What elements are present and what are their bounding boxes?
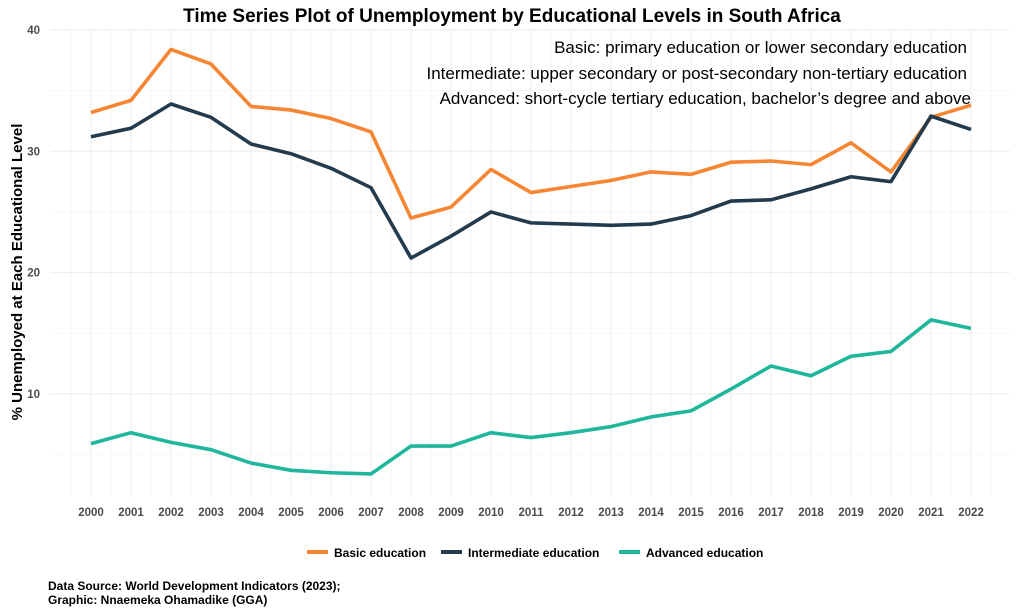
x-tick-label: 2007: [358, 507, 384, 519]
x-tick-label: 2000: [78, 507, 104, 519]
note-basic: Basic: primary education or lower second…: [554, 38, 967, 57]
y-axis-ticks: 10 20 30 40: [27, 25, 40, 401]
y-axis-label: % Unemployed at Each Educational Level: [9, 124, 26, 421]
x-tick-label: 2004: [238, 507, 264, 519]
legend-label-advanced: Advanced education: [646, 546, 763, 560]
x-tick-label: 2011: [519, 507, 545, 519]
x-tick-label: 2006: [318, 507, 344, 519]
y-tick-label: 10: [27, 389, 40, 401]
x-tick-label: 2010: [478, 507, 504, 519]
y-tick-label: 40: [27, 25, 40, 37]
x-tick-label: 2005: [278, 507, 304, 519]
y-tick-label: 20: [27, 268, 40, 280]
series-line-intermediate: [90, 102, 972, 260]
series-line-advanced: [90, 318, 972, 476]
x-tick-label: 2014: [638, 507, 664, 519]
note-advanced: Advanced: short-cycle tertiary education…: [440, 89, 971, 108]
x-tick-label: 2002: [158, 507, 184, 519]
legend-label-intermediate: Intermediate education: [468, 546, 599, 560]
series-lines: [90, 47, 972, 476]
x-tick-label: 2020: [878, 507, 904, 519]
x-axis-ticks: 2000 2001 2002 2003 2004 2005 2006 2007 2008 2009…: [78, 507, 984, 519]
series-line-basic: [90, 47, 972, 220]
x-tick-label: 2017: [758, 507, 784, 519]
x-tick-label: 2015: [678, 507, 704, 519]
x-tick-label: 2019: [838, 507, 864, 519]
x-tick-label: 2008: [398, 507, 424, 519]
x-tick-label: 2022: [958, 507, 984, 519]
x-tick-label: 2009: [438, 507, 464, 519]
legend: Basic education Intermediate education A…: [307, 546, 763, 560]
x-tick-label: 2021: [918, 507, 944, 519]
x-tick-label: 2016: [718, 507, 744, 519]
legend-label-basic: Basic education: [334, 546, 426, 560]
caption-graphic: Graphic: Nnaemeka Ohamadike (GGA): [48, 593, 267, 607]
x-tick-label: 2012: [558, 507, 584, 519]
note-intermediate: Intermediate: upper secondary or post-se…: [426, 64, 967, 83]
caption-source: Data Source: World Development Indicator…: [48, 579, 341, 593]
x-tick-label: 2013: [598, 507, 624, 519]
x-tick-label: 2003: [198, 507, 224, 519]
chart-title: Time Series Plot of Unemployment by Educ…: [183, 6, 841, 27]
x-tick-label: 2018: [798, 507, 824, 519]
y-tick-label: 30: [27, 146, 40, 158]
x-tick-label: 2001: [118, 507, 144, 519]
